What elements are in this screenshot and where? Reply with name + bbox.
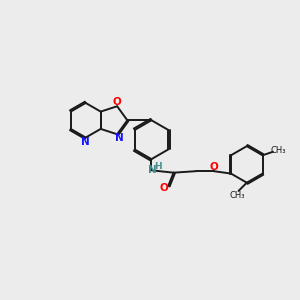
Text: N: N: [81, 137, 90, 147]
Text: O: O: [113, 97, 122, 107]
Text: N: N: [115, 134, 124, 143]
Text: CH₃: CH₃: [230, 191, 245, 200]
Text: O: O: [209, 162, 218, 172]
Text: CH₃: CH₃: [270, 146, 286, 155]
Text: N: N: [148, 165, 157, 175]
Text: H: H: [154, 162, 162, 171]
Text: O: O: [160, 183, 169, 193]
